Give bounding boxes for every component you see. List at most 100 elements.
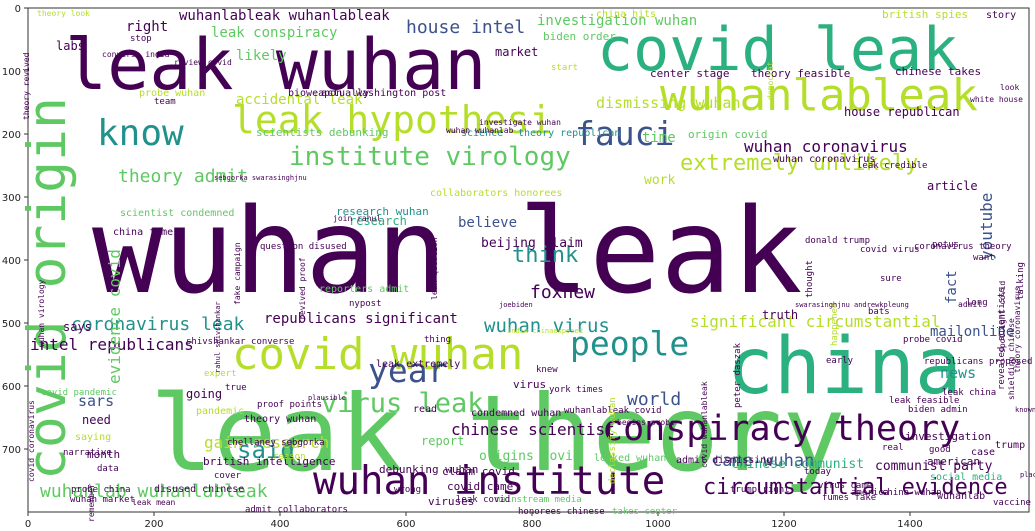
cloud-word: washington post: [356, 88, 446, 99]
cloud-word: start: [551, 63, 578, 73]
cloud-word: research wuhan: [336, 205, 429, 218]
cloud-word: covid coronavirus: [27, 400, 36, 482]
cloud-word: admit dismissing: [676, 455, 772, 466]
cloud-word: thought: [805, 260, 815, 298]
cloud-word: think: [512, 243, 578, 268]
cloud-word: center stage: [650, 67, 729, 80]
cloud-word: wuhan institute: [313, 459, 665, 504]
cloud-word: story: [986, 10, 1016, 21]
cloud-word: virus: [513, 378, 546, 391]
cloud-word: known: [1015, 406, 1035, 414]
cloud-word: wrong: [394, 485, 421, 495]
cloud-word: extremely unlikely: [680, 151, 918, 176]
cloud-word: wuhan virology: [37, 279, 46, 347]
cloud-word: covid leak: [597, 15, 958, 85]
y-tick-label: 200: [2, 130, 21, 141]
cloud-word: wuhan coronavirus: [773, 154, 875, 165]
cloud-word: world: [627, 389, 681, 410]
cloud-word: scientist condemned: [120, 208, 234, 219]
cloud-word: biden order: [543, 30, 616, 43]
y-tick-label: 300: [2, 193, 21, 204]
cloud-word: covid wuhanlableak: [700, 381, 709, 468]
cloud-word: likely: [236, 48, 287, 64]
cloud-word: fact: [944, 270, 960, 304]
cloud-word: british spies: [882, 8, 968, 21]
cloud-word: know: [97, 113, 184, 154]
cloud-word: honorees chinese: [518, 507, 605, 517]
cloud-word: condemned wuhan: [471, 408, 561, 419]
cloud-word: evidence covid: [105, 249, 124, 384]
cloud-word: good: [929, 445, 951, 455]
cloud-word: going: [186, 387, 222, 401]
cloud-word: origin covid: [688, 128, 767, 141]
cloud-word: spotlight covid: [998, 281, 1007, 353]
x-axis: 0 200 400 600 800 1000 1200 1400: [25, 512, 923, 530]
cloud-word: narrative: [63, 448, 112, 458]
cloud-word: theory feasible: [751, 67, 850, 80]
cloud-word: happened: [830, 303, 840, 346]
cloud-word: theory wuhan: [244, 414, 316, 425]
cloud-word: wuhanlab wuhanlableak: [40, 481, 268, 502]
cloud-word: review covid: [174, 58, 232, 67]
cloud-word: potus: [932, 240, 959, 250]
cloud-word: article: [927, 179, 978, 193]
cloud-word: today: [804, 467, 832, 477]
cloud-word: leak theory: [150, 373, 845, 495]
cloud-word: labs: [56, 39, 85, 53]
cloud-word: viruses: [428, 495, 474, 508]
cloud-word: debunking wuhan: [379, 463, 478, 476]
cloud-word: trump: [995, 440, 1025, 451]
x-tick-label: 1200: [771, 519, 796, 530]
cloud-word: probe wuhan: [139, 88, 205, 99]
cloud-word: british intelligence: [203, 455, 335, 468]
cloud-word: trump right: [730, 485, 790, 495]
cloud-word: research: [349, 214, 407, 228]
cloud-word: shielding chinese: [1007, 318, 1016, 400]
cloud-word: conspiracy theory: [602, 409, 960, 449]
cloud-word: long: [966, 298, 988, 308]
cloud-word: china wuhan: [882, 488, 942, 498]
cloud-word: bioweapon: [288, 88, 342, 99]
cloud-word: read: [413, 404, 437, 415]
cloud-word: time: [642, 130, 676, 146]
cloud-word: wuhan market: [70, 495, 135, 505]
x-tick-label: 600: [396, 519, 415, 530]
cloud-word: origins covid: [479, 449, 581, 464]
cloud-word: leak feasible: [889, 396, 959, 406]
y-tick-label: 400: [2, 256, 21, 267]
cloud-word: circumstantial evidence: [703, 475, 1008, 500]
cloud-word: dismissing wuhan: [596, 94, 741, 112]
cloud-word: intel republicans: [30, 335, 194, 354]
cloud-word: covid virus: [860, 245, 920, 255]
cloud-word: case: [971, 447, 995, 458]
cloud-word: chinese scientist: [451, 420, 615, 439]
cloud-word: mainstream media: [495, 495, 582, 505]
cloud-word: leak hypothesi: [232, 98, 552, 142]
cloud-word: social media: [930, 472, 1002, 483]
cloud-word: claim covid: [442, 465, 515, 478]
x-tick-label: 400: [270, 519, 289, 530]
cloud-word: look: [1000, 83, 1019, 92]
cloud-word: india chinaexposed: [507, 327, 583, 335]
cloud-word: wuhan coronavirus: [744, 137, 908, 156]
cloud-word: truth: [762, 308, 798, 322]
cloud-word: peter daszak: [733, 342, 743, 408]
cloud-word: american: [927, 455, 980, 468]
cloud-word: takes center: [612, 507, 678, 517]
cloud-word: data: [97, 464, 119, 474]
cloud-word: collaborators honorees: [430, 188, 562, 199]
cloud-word: wuhanlableak wuhanlableak: [179, 8, 390, 24]
cloud-word: virus came: [818, 481, 872, 491]
cloud-word: join rahul: [333, 214, 381, 223]
cloud-word: talking: [1016, 262, 1026, 300]
cloud-word: declassify wuhan: [608, 397, 618, 484]
cloud-word: theory republican: [518, 128, 620, 139]
cloud-word: fumes fake: [822, 493, 876, 503]
y-tick-label: 100: [2, 67, 21, 78]
cloud-word: scientists debunking: [256, 126, 388, 139]
cloud-word: wuhan leak: [92, 182, 802, 320]
cloud-word: people: [570, 324, 689, 363]
cloud-word: reason: [273, 452, 306, 462]
cloud-word: converse india: [102, 50, 170, 59]
cloud-word: reporters admit: [319, 284, 409, 295]
